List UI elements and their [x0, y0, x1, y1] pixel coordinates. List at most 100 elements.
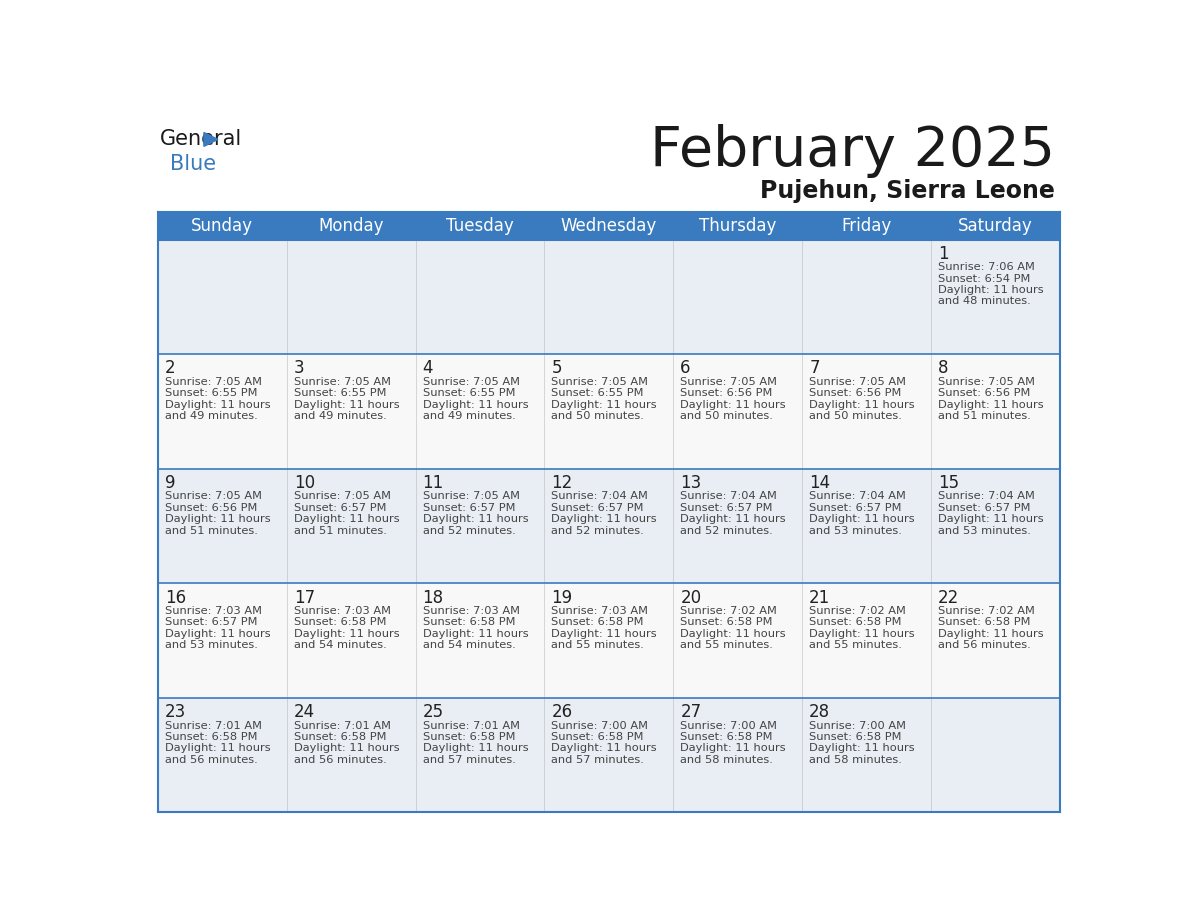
- Text: and 54 minutes.: and 54 minutes.: [293, 640, 386, 650]
- Text: Sunset: 6:58 PM: Sunset: 6:58 PM: [681, 618, 772, 627]
- Text: 23: 23: [165, 703, 187, 722]
- Text: Sunset: 6:57 PM: Sunset: 6:57 PM: [809, 503, 902, 513]
- Text: Sunset: 6:56 PM: Sunset: 6:56 PM: [681, 388, 772, 398]
- FancyBboxPatch shape: [802, 354, 931, 469]
- Text: Sunrise: 7:04 AM: Sunrise: 7:04 AM: [681, 491, 777, 501]
- Text: Sunset: 6:57 PM: Sunset: 6:57 PM: [293, 503, 386, 513]
- FancyBboxPatch shape: [286, 354, 416, 469]
- Text: Sunrise: 7:01 AM: Sunrise: 7:01 AM: [165, 721, 261, 731]
- FancyBboxPatch shape: [931, 354, 1060, 469]
- Text: and 53 minutes.: and 53 minutes.: [939, 526, 1031, 535]
- Text: Daylight: 11 hours: Daylight: 11 hours: [681, 399, 786, 409]
- Text: Daylight: 11 hours: Daylight: 11 hours: [939, 514, 1043, 524]
- Text: and 51 minutes.: and 51 minutes.: [165, 526, 258, 535]
- Text: Sunset: 6:58 PM: Sunset: 6:58 PM: [423, 732, 516, 742]
- FancyBboxPatch shape: [674, 240, 802, 354]
- Text: Daylight: 11 hours: Daylight: 11 hours: [165, 744, 271, 754]
- FancyBboxPatch shape: [158, 583, 286, 698]
- FancyBboxPatch shape: [931, 583, 1060, 698]
- FancyBboxPatch shape: [416, 240, 544, 354]
- Text: Daylight: 11 hours: Daylight: 11 hours: [809, 399, 915, 409]
- FancyBboxPatch shape: [416, 354, 544, 469]
- Text: Sunrise: 7:03 AM: Sunrise: 7:03 AM: [293, 606, 391, 616]
- Text: Daylight: 11 hours: Daylight: 11 hours: [939, 399, 1043, 409]
- Text: 5: 5: [551, 360, 562, 377]
- Text: Sunrise: 7:05 AM: Sunrise: 7:05 AM: [681, 376, 777, 386]
- FancyBboxPatch shape: [544, 698, 674, 812]
- Text: Daylight: 11 hours: Daylight: 11 hours: [809, 629, 915, 639]
- Text: 13: 13: [681, 474, 701, 492]
- Text: and 58 minutes.: and 58 minutes.: [809, 755, 902, 765]
- Text: Sunrise: 7:03 AM: Sunrise: 7:03 AM: [165, 606, 261, 616]
- Text: 15: 15: [939, 474, 959, 492]
- Text: Daylight: 11 hours: Daylight: 11 hours: [681, 744, 786, 754]
- Text: Sunrise: 7:03 AM: Sunrise: 7:03 AM: [551, 606, 649, 616]
- FancyBboxPatch shape: [416, 469, 544, 583]
- Text: and 52 minutes.: and 52 minutes.: [681, 526, 773, 535]
- FancyBboxPatch shape: [286, 240, 416, 354]
- Text: Sunrise: 7:02 AM: Sunrise: 7:02 AM: [681, 606, 777, 616]
- Text: Daylight: 11 hours: Daylight: 11 hours: [939, 629, 1043, 639]
- FancyBboxPatch shape: [416, 698, 544, 812]
- Text: 12: 12: [551, 474, 573, 492]
- Text: Pujehun, Sierra Leone: Pujehun, Sierra Leone: [760, 179, 1055, 204]
- Text: Sunset: 6:57 PM: Sunset: 6:57 PM: [423, 503, 516, 513]
- Text: and 56 minutes.: and 56 minutes.: [939, 640, 1031, 650]
- Text: Sunset: 6:57 PM: Sunset: 6:57 PM: [939, 503, 1030, 513]
- Text: Daylight: 11 hours: Daylight: 11 hours: [809, 744, 915, 754]
- Text: Sunset: 6:58 PM: Sunset: 6:58 PM: [423, 618, 516, 627]
- FancyBboxPatch shape: [544, 240, 674, 354]
- Text: Daylight: 11 hours: Daylight: 11 hours: [293, 744, 399, 754]
- FancyBboxPatch shape: [286, 469, 416, 583]
- Text: Daylight: 11 hours: Daylight: 11 hours: [551, 629, 657, 639]
- FancyBboxPatch shape: [286, 698, 416, 812]
- Text: Daylight: 11 hours: Daylight: 11 hours: [165, 629, 271, 639]
- Text: Sunrise: 7:05 AM: Sunrise: 7:05 AM: [939, 376, 1035, 386]
- Text: Sunrise: 7:03 AM: Sunrise: 7:03 AM: [423, 606, 519, 616]
- Text: Sunset: 6:55 PM: Sunset: 6:55 PM: [293, 388, 386, 398]
- FancyBboxPatch shape: [931, 240, 1060, 354]
- Text: Sunset: 6:58 PM: Sunset: 6:58 PM: [551, 618, 644, 627]
- FancyBboxPatch shape: [674, 583, 802, 698]
- Text: Saturday: Saturday: [958, 217, 1032, 235]
- Text: Sunset: 6:58 PM: Sunset: 6:58 PM: [165, 732, 258, 742]
- Text: Sunrise: 7:04 AM: Sunrise: 7:04 AM: [939, 491, 1035, 501]
- Text: Sunrise: 7:01 AM: Sunrise: 7:01 AM: [293, 721, 391, 731]
- Text: Sunrise: 7:05 AM: Sunrise: 7:05 AM: [551, 376, 649, 386]
- Text: Sunset: 6:58 PM: Sunset: 6:58 PM: [293, 732, 386, 742]
- Text: Blue: Blue: [170, 154, 216, 174]
- Text: Sunrise: 7:05 AM: Sunrise: 7:05 AM: [165, 491, 261, 501]
- Text: 3: 3: [293, 360, 304, 377]
- FancyBboxPatch shape: [158, 469, 286, 583]
- Text: Sunset: 6:57 PM: Sunset: 6:57 PM: [681, 503, 772, 513]
- Polygon shape: [204, 132, 217, 146]
- FancyBboxPatch shape: [674, 698, 802, 812]
- Text: and 55 minutes.: and 55 minutes.: [551, 640, 644, 650]
- Text: 6: 6: [681, 360, 690, 377]
- FancyBboxPatch shape: [802, 469, 931, 583]
- Text: Friday: Friday: [841, 217, 892, 235]
- Text: 17: 17: [293, 588, 315, 607]
- Text: and 51 minutes.: and 51 minutes.: [939, 411, 1031, 421]
- FancyBboxPatch shape: [544, 354, 674, 469]
- FancyBboxPatch shape: [674, 354, 802, 469]
- FancyBboxPatch shape: [544, 469, 674, 583]
- Text: and 53 minutes.: and 53 minutes.: [809, 526, 902, 535]
- Text: Sunrise: 7:05 AM: Sunrise: 7:05 AM: [293, 491, 391, 501]
- Text: 1: 1: [939, 245, 949, 263]
- Text: Daylight: 11 hours: Daylight: 11 hours: [423, 514, 529, 524]
- Text: and 54 minutes.: and 54 minutes.: [423, 640, 516, 650]
- Text: Sunset: 6:54 PM: Sunset: 6:54 PM: [939, 274, 1030, 284]
- Text: Daylight: 11 hours: Daylight: 11 hours: [165, 399, 271, 409]
- Text: and 48 minutes.: and 48 minutes.: [939, 297, 1031, 307]
- Text: Daylight: 11 hours: Daylight: 11 hours: [809, 514, 915, 524]
- Text: Sunrise: 7:05 AM: Sunrise: 7:05 AM: [423, 491, 519, 501]
- Text: 10: 10: [293, 474, 315, 492]
- Text: and 56 minutes.: and 56 minutes.: [165, 755, 258, 765]
- FancyBboxPatch shape: [416, 583, 544, 698]
- Text: Sunset: 6:57 PM: Sunset: 6:57 PM: [551, 503, 644, 513]
- FancyBboxPatch shape: [158, 698, 286, 812]
- Text: Daylight: 11 hours: Daylight: 11 hours: [423, 744, 529, 754]
- Text: Daylight: 11 hours: Daylight: 11 hours: [165, 514, 271, 524]
- Text: 2: 2: [165, 360, 176, 377]
